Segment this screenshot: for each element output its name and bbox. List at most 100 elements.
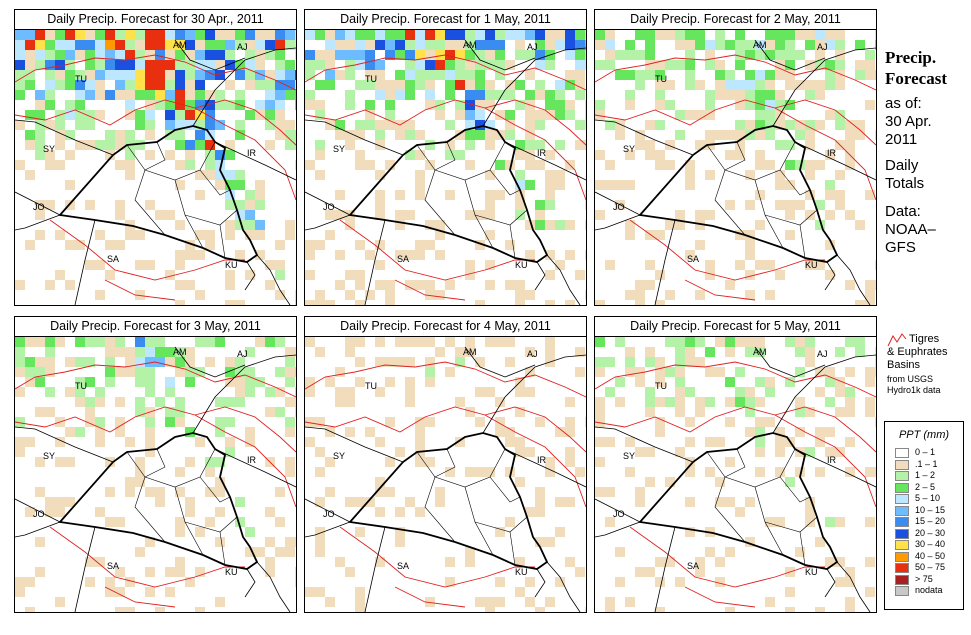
precip-cell <box>195 250 205 260</box>
province-border <box>489 476 521 503</box>
precip-cell <box>675 387 685 397</box>
precip-cell <box>135 467 145 477</box>
precip-cell <box>95 140 105 150</box>
precip-cell <box>175 487 185 497</box>
precip-cell <box>245 387 255 397</box>
precip-cell <box>575 140 585 150</box>
precip-cell <box>205 120 215 130</box>
precip-cell <box>425 457 435 467</box>
country-border <box>534 568 546 598</box>
precip-cell <box>35 487 45 497</box>
precip-cell <box>165 377 175 387</box>
precip-cell <box>865 190 875 200</box>
country-label: KU <box>225 567 238 577</box>
precip-cell <box>115 210 125 220</box>
precip-cell <box>705 130 715 140</box>
precip-cell <box>415 457 425 467</box>
precip-cell <box>255 80 265 90</box>
legend-swatch <box>895 517 909 527</box>
precip-cell <box>55 507 65 517</box>
precip-cell <box>415 190 425 200</box>
precip-cell <box>585 607 586 612</box>
precip-cell <box>655 90 665 100</box>
precip-cell <box>215 120 225 130</box>
precip-cell <box>175 220 185 230</box>
precip-cell <box>805 80 815 90</box>
precip-cell <box>595 367 605 377</box>
precip-cell <box>525 180 535 190</box>
precip-cell <box>265 80 275 90</box>
precip-cell <box>745 250 755 260</box>
precip-cell <box>425 417 435 427</box>
precip-cell <box>115 140 125 150</box>
precip-cell <box>705 347 715 357</box>
precip-cell <box>665 140 675 150</box>
precip-cell <box>15 70 25 80</box>
precip-cell <box>355 527 365 537</box>
precip-cell <box>565 397 575 407</box>
precip-cell <box>425 40 435 50</box>
precip-cell <box>735 140 745 150</box>
precip-cell <box>315 497 325 507</box>
precip-cell <box>25 30 35 40</box>
country-border <box>534 261 546 291</box>
precip-cell <box>425 290 435 300</box>
precip-cell <box>495 190 505 200</box>
precip-cell <box>565 100 575 110</box>
precip-cell <box>185 30 195 40</box>
precip-cell <box>725 200 735 210</box>
precip-cell <box>465 80 475 90</box>
precip-cell <box>665 397 675 407</box>
precip-cell <box>805 507 815 517</box>
precip-cell <box>175 280 185 290</box>
precip-cell <box>375 60 385 70</box>
precip-cell <box>65 150 75 160</box>
precip-cell <box>245 527 255 537</box>
precip-cell <box>145 437 155 447</box>
precip-cell <box>555 260 565 270</box>
precip-cell <box>675 220 685 230</box>
precip-cell <box>55 230 65 240</box>
precip-cell <box>395 537 405 547</box>
precip-cell <box>185 347 195 357</box>
precip-cell <box>495 110 505 120</box>
country-label: IR <box>827 148 837 158</box>
precip-cell <box>835 190 845 200</box>
basin-boundary <box>484 406 586 453</box>
precip-cell <box>225 140 235 150</box>
precip-cell <box>365 427 375 437</box>
precip-cell <box>185 40 195 50</box>
precip-cell <box>545 220 555 230</box>
country-border <box>15 214 61 231</box>
country-label: AJ <box>527 349 538 359</box>
precip-cell <box>745 290 755 300</box>
precip-cell <box>125 30 135 40</box>
precip-cell <box>325 230 335 240</box>
basin-boundary <box>774 99 876 146</box>
precip-cell <box>675 377 685 387</box>
precip-cell <box>75 110 85 120</box>
province-border <box>134 169 166 236</box>
precip-cell <box>875 417 876 427</box>
precip-cell <box>725 70 735 80</box>
country-label: AJ <box>237 349 248 359</box>
precip-cell <box>225 170 235 180</box>
precip-cell <box>15 80 25 90</box>
precip-cell <box>35 90 45 100</box>
precip-cell <box>545 457 555 467</box>
precip-cell <box>505 90 515 100</box>
precip-cell <box>185 90 195 100</box>
precip-cell <box>785 607 795 612</box>
precip-cell <box>485 170 495 180</box>
precip-cell <box>415 70 425 80</box>
precip-cell <box>785 200 795 210</box>
precip-cell <box>315 80 325 90</box>
precip-cell <box>95 90 105 100</box>
precip-cell <box>545 150 555 160</box>
precip-cell <box>55 70 65 80</box>
precip-cell <box>165 80 175 90</box>
precip-cell <box>375 80 385 90</box>
precip-cell <box>615 130 625 140</box>
precip-cell <box>35 457 45 467</box>
precip-cell <box>155 100 165 110</box>
